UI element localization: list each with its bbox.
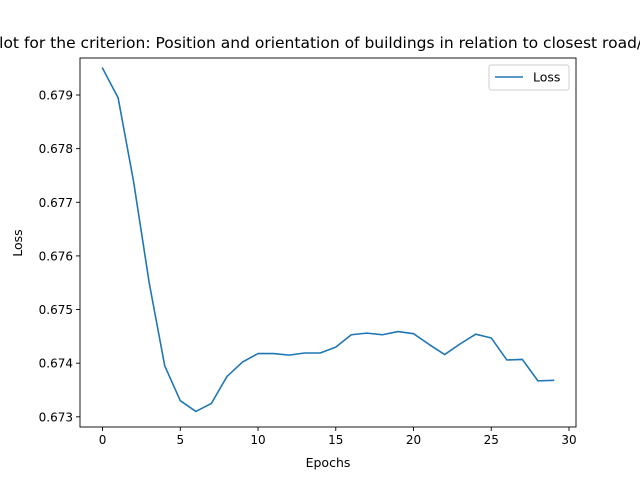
x-tick-label: 0 [99,433,107,447]
y-tick-label: 0.677 [39,196,73,210]
plot-frame [79,57,577,428]
series-line-0 [101,67,555,413]
x-tick-label: 20 [406,433,421,447]
y-tick-label: 0.679 [39,89,73,103]
x-tick-label: 15 [328,433,343,447]
y-tick-label: 0.674 [39,357,73,371]
x-axis-label: Epochs [306,455,351,470]
x-tick-label: 30 [561,433,576,447]
legend: Loss [488,64,570,91]
y-tick-label: 0.673 [39,410,73,424]
x-tick-label: 10 [250,433,265,447]
plot-area: 0 5 10 15 20 25 30 0.673 0.674 0.675 0.676 0.677 0.6… [39,57,577,447]
x-tick-label: 25 [484,433,499,447]
legend-entry-label: Loss [533,70,560,85]
y-tick-label: 0.676 [39,249,73,263]
legend-box [488,64,570,91]
y-tick-label: 0.678 [39,142,73,156]
y-axis-label: Loss [10,229,25,256]
chart-title: Plot for the criterion: Position and ori… [0,34,640,52]
x-tick-label: 5 [176,433,184,447]
y-tick-label: 0.675 [39,303,73,317]
